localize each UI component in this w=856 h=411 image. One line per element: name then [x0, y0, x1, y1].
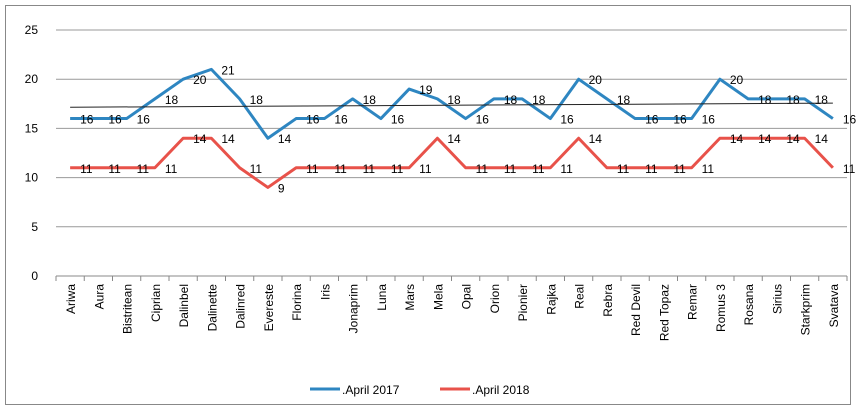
data-label: 16 [306, 113, 320, 127]
x-tick-label: Svatava [827, 284, 841, 328]
x-tick-label: Iris [318, 284, 332, 300]
data-label: 16 [645, 113, 659, 127]
x-tick-label: Evereste [262, 284, 276, 332]
data-label: 18 [758, 93, 772, 107]
data-label: 16 [476, 113, 490, 127]
x-tick-label: Luna [375, 284, 389, 311]
data-label: 14 [447, 132, 461, 146]
data-label: 19 [419, 83, 433, 97]
data-label: 16 [843, 113, 856, 127]
x-tick-label: Starkprim [799, 284, 813, 335]
data-label: 14 [589, 132, 603, 146]
x-tick-label: Red Devil [629, 284, 643, 336]
y-tick-label: 25 [25, 23, 39, 37]
x-tick-label: Mars [403, 284, 417, 311]
data-label: 11 [673, 162, 686, 176]
legend-label: .April 2017 [342, 383, 400, 397]
x-tick-label: Romus 3 [714, 284, 728, 332]
data-label: 11 [702, 162, 715, 176]
data-label: 11 [560, 162, 573, 176]
data-label: 11 [419, 162, 432, 176]
series-line [70, 136, 834, 189]
data-label: 9 [278, 181, 285, 195]
data-label: 18 [250, 93, 264, 107]
data-label: 18 [447, 93, 461, 107]
y-tick-label: 10 [25, 171, 39, 185]
x-tick-label: Dalinette [205, 284, 219, 332]
data-label: 14 [815, 132, 829, 146]
data-label: 11 [108, 162, 121, 176]
data-label: 14 [758, 132, 772, 146]
data-label: 16 [108, 113, 122, 127]
data-label: 18 [786, 93, 800, 107]
data-label: 18 [504, 93, 518, 107]
data-label: 11 [137, 162, 150, 176]
data-label: 18 [815, 93, 829, 107]
y-tick-label: 20 [25, 72, 39, 86]
data-label: 11 [250, 162, 263, 176]
x-tick-label: Remar [686, 284, 700, 320]
x-tick-label: Bistritean [121, 284, 135, 334]
data-label: 11 [504, 162, 517, 176]
data-label: 18 [165, 93, 179, 107]
data-label: 11 [80, 162, 93, 176]
x-tick-label: Orion [488, 284, 502, 313]
data-label: 11 [306, 162, 319, 176]
x-tick-label: Mela [431, 284, 445, 310]
data-label: 11 [532, 162, 545, 176]
x-tick-label: Dalinbel [177, 284, 191, 327]
data-label: 11 [617, 162, 630, 176]
data-label: 20 [193, 73, 207, 87]
data-label: 11 [391, 162, 404, 176]
chart-frame [5, 5, 851, 405]
data-label: 18 [532, 93, 546, 107]
data-label: 11 [334, 162, 347, 176]
data-label: 11 [843, 162, 856, 176]
y-tick-label: 5 [31, 220, 38, 234]
data-label: 11 [476, 162, 489, 176]
data-label: 16 [673, 113, 687, 127]
legend-label: .April 2018 [472, 383, 530, 397]
data-label: 14 [730, 132, 744, 146]
data-label: 11 [363, 162, 376, 176]
data-label: 20 [730, 73, 744, 87]
x-tick-label: Rajka [544, 284, 558, 315]
data-label: 18 [363, 93, 377, 107]
x-tick-label: Aura [92, 284, 106, 310]
x-tick-label: Florina [290, 284, 304, 321]
data-label: 16 [702, 113, 716, 127]
x-tick-label: Jonaprim [347, 284, 361, 333]
data-label: 20 [589, 73, 603, 87]
x-tick-label: Pionier [516, 284, 530, 321]
data-label: 14 [221, 132, 235, 146]
data-label: 14 [193, 132, 207, 146]
trendline [70, 102, 833, 108]
x-tick-label: Ciprian [149, 284, 163, 322]
data-label: 14 [786, 132, 800, 146]
data-label: 16 [137, 113, 151, 127]
series-line [70, 67, 834, 140]
data-label: 18 [617, 93, 631, 107]
y-tick-label: 15 [25, 121, 39, 135]
data-label: 14 [278, 132, 292, 146]
x-tick-label: Rebra [601, 284, 615, 317]
x-tick-label: Real [573, 284, 587, 309]
data-label: 16 [334, 113, 348, 127]
data-label: 16 [560, 113, 574, 127]
x-tick-label: Dalinred [234, 284, 248, 329]
x-tick-label: Red Topaz [657, 284, 671, 341]
data-label: 11 [165, 162, 178, 176]
x-tick-label: Sirius [770, 284, 784, 314]
y-tick-label: 0 [31, 269, 38, 283]
data-label: 16 [391, 113, 405, 127]
x-tick-label: Rosana [742, 284, 756, 326]
x-tick-label: Ariwa [64, 284, 78, 314]
x-tick-label: Opal [460, 284, 474, 309]
data-label: 16 [80, 113, 94, 127]
data-label: 21 [221, 63, 235, 77]
data-label: 11 [645, 162, 658, 176]
